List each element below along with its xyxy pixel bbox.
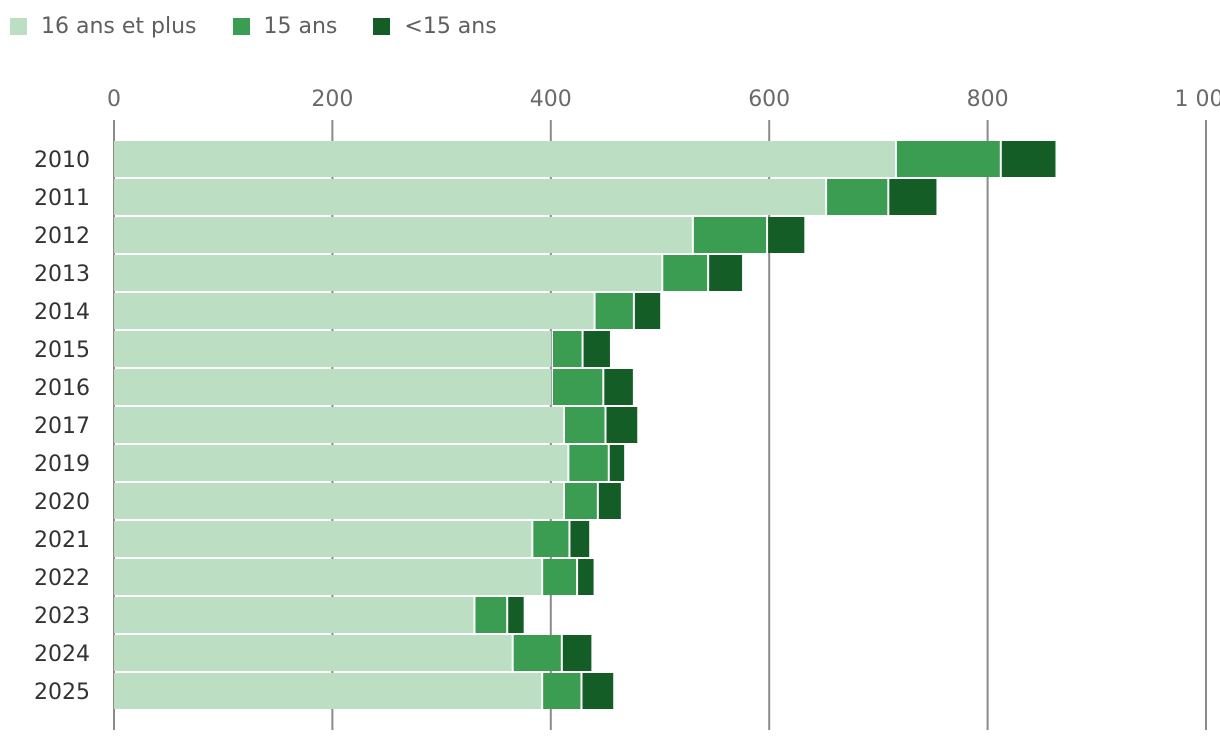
y-tick-label: 2010 <box>34 148 90 173</box>
bar-segment-2019-0 <box>114 445 568 481</box>
y-tick-label: 2019 <box>34 452 90 477</box>
bar-segment-2010-0 <box>114 141 895 177</box>
bar-segment-2017-1 <box>564 407 605 443</box>
legend-swatch-15 <box>232 18 250 35</box>
y-tick-label: 2013 <box>34 262 90 287</box>
bar-segment-2025-0 <box>114 673 542 709</box>
legend-label-under-15: <15 ans <box>404 14 497 39</box>
y-tick-label: 2021 <box>34 528 90 553</box>
bar-segment-2020-0 <box>114 483 563 519</box>
bar-segment-2020-1 <box>564 483 597 519</box>
bar-segment-2025-2 <box>582 673 614 709</box>
legend-item-under-15: <15 ans <box>373 14 497 39</box>
bar-segment-2012-2 <box>768 217 805 253</box>
x-tick-label: 1 000 <box>1175 87 1220 112</box>
bar-segment-2013-0 <box>114 255 662 291</box>
bar-segment-2019-2 <box>609 445 625 481</box>
x-tick-label: 200 <box>311 87 353 112</box>
y-tick-label: 2015 <box>34 338 90 363</box>
bar-segment-2011-2 <box>889 179 937 215</box>
bar-segment-2014-0 <box>114 293 594 329</box>
bar-segment-2019-1 <box>569 445 608 481</box>
y-tick-label: 2016 <box>34 376 90 401</box>
x-tick-label: 400 <box>530 87 572 112</box>
bar-segment-2015-0 <box>114 331 551 367</box>
bar-segment-2015-2 <box>583 331 610 367</box>
bar-segment-2012-0 <box>114 217 692 253</box>
bar-segment-2013-2 <box>709 255 743 291</box>
bar-segment-2020-2 <box>598 483 621 519</box>
bar-segment-2023-2 <box>508 597 524 633</box>
bar-segment-2011-0 <box>114 179 826 215</box>
bar-segment-2015-1 <box>552 331 582 367</box>
bar-segment-2023-0 <box>114 597 474 633</box>
y-tick-label: 2014 <box>34 300 90 325</box>
bar-segment-2024-2 <box>562 635 592 671</box>
x-tick-label: 800 <box>967 87 1009 112</box>
legend: 16 ans et plus 15 ans <15 ans <box>10 14 533 39</box>
bar-segment-2023-1 <box>475 597 507 633</box>
legend-label-16-plus: 16 ans et plus <box>41 14 197 39</box>
y-tick-label: 2022 <box>34 566 90 591</box>
bar-segment-2013-1 <box>663 255 708 291</box>
y-tick-label: 2011 <box>34 186 90 211</box>
y-tick-label: 2017 <box>34 414 90 439</box>
bar-segment-2014-2 <box>634 293 661 329</box>
bar-segment-2016-1 <box>552 369 603 405</box>
legend-swatch-16-plus <box>10 18 27 35</box>
bar-segment-2022-2 <box>578 559 594 595</box>
x-tick-label: 0 <box>107 87 121 112</box>
bar-segment-2025-1 <box>543 673 581 709</box>
legend-label-15: 15 ans <box>263 14 338 39</box>
bar-segment-2016-0 <box>114 369 551 405</box>
bar-segment-2022-0 <box>114 559 542 595</box>
bar-segment-2014-1 <box>595 293 633 329</box>
bar-segment-2010-1 <box>896 141 1000 177</box>
bar-segment-2021-0 <box>114 521 532 557</box>
bar-segment-2024-1 <box>513 635 561 671</box>
y-tick-label: 2020 <box>34 490 90 515</box>
legend-swatch-under-15 <box>373 18 391 35</box>
legend-item-16-plus: 16 ans et plus <box>10 14 197 39</box>
bar-segment-2012-1 <box>693 217 767 253</box>
bar-segment-2021-1 <box>533 521 569 557</box>
y-tick-label: 2023 <box>34 604 90 629</box>
y-tick-label: 2024 <box>34 642 90 667</box>
bar-segment-2017-2 <box>606 407 638 443</box>
legend-item-15: 15 ans <box>232 14 338 39</box>
y-tick-label: 2012 <box>34 224 90 249</box>
bar-segment-2010-2 <box>1001 141 1056 177</box>
bar-segment-2022-1 <box>543 559 577 595</box>
bar-segment-2024-0 <box>114 635 512 671</box>
bar-segment-2016-2 <box>604 369 633 405</box>
x-tick-label: 600 <box>748 87 790 112</box>
bar-segment-2017-0 <box>114 407 563 443</box>
bar-segment-2021-2 <box>570 521 590 557</box>
bar-segment-2011-1 <box>827 179 888 215</box>
y-tick-label: 2025 <box>34 680 90 705</box>
